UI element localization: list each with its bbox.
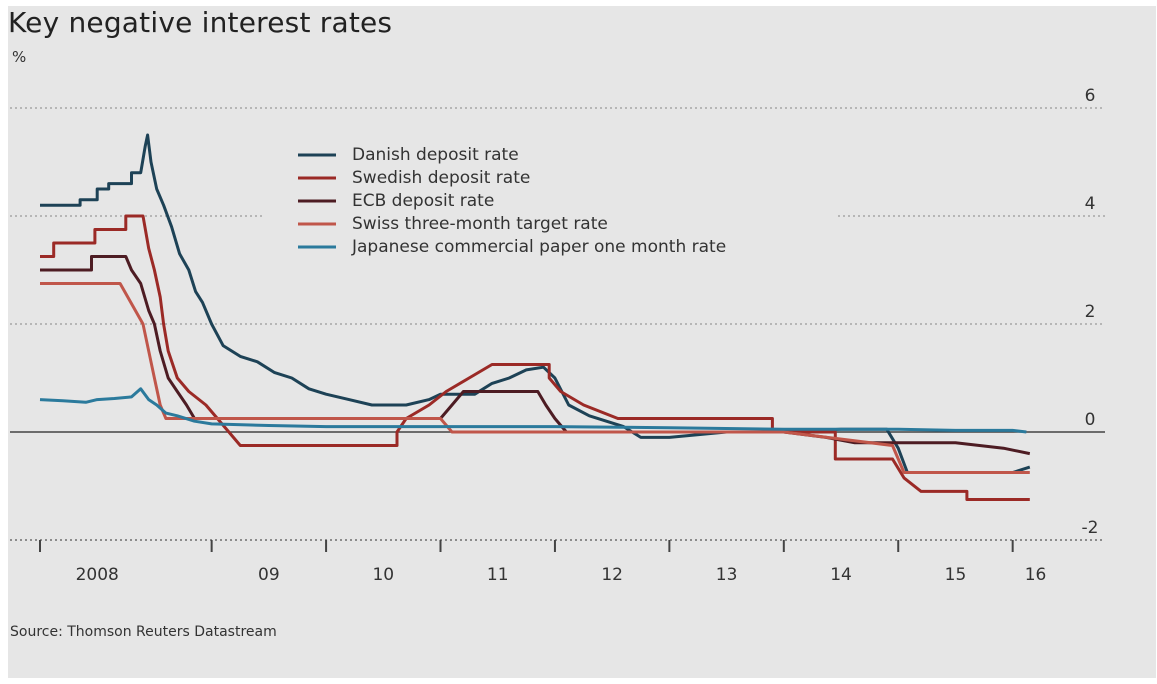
x-tick-label: 2008 [76,565,119,585]
source-note: Source: Thomson Reuters Datastream [10,624,277,640]
x-tick-label: 16 [1025,565,1047,585]
x-tick-label: 09 [258,565,280,585]
y-tick-label: 2 [1085,302,1096,322]
x-tick-label: 12 [601,565,623,585]
x-tick-label: 11 [487,565,509,585]
chart-panel [8,6,1156,678]
y-axis-unit: % [12,48,27,66]
legend-label: Japanese commercial paper one month rate [351,237,726,257]
x-tick-label: 10 [372,565,394,585]
series-line-3 [40,255,1031,456]
y-tick-label: 4 [1085,194,1096,214]
series-line-1 [40,133,1031,474]
legend-label: Swiss three-month target rate [352,214,608,234]
series-line-4 [40,282,1030,474]
chart-title: Key negative interest rates [8,6,393,39]
legend-label: ECB deposit rate [352,191,494,211]
x-tick-label: 14 [830,565,852,585]
series-line-5 [39,387,1027,434]
legend-label: Swedish deposit rate [352,168,530,188]
x-tick-label: 13 [716,565,738,585]
x-tick-label: 15 [945,565,967,585]
series-line-2 [40,214,1030,501]
y-tick-label: 0 [1085,410,1096,430]
legend-label: Danish deposit rate [352,145,519,165]
y-tick-label: 6 [1085,86,1096,106]
y-tick-label: -2 [1082,518,1099,538]
